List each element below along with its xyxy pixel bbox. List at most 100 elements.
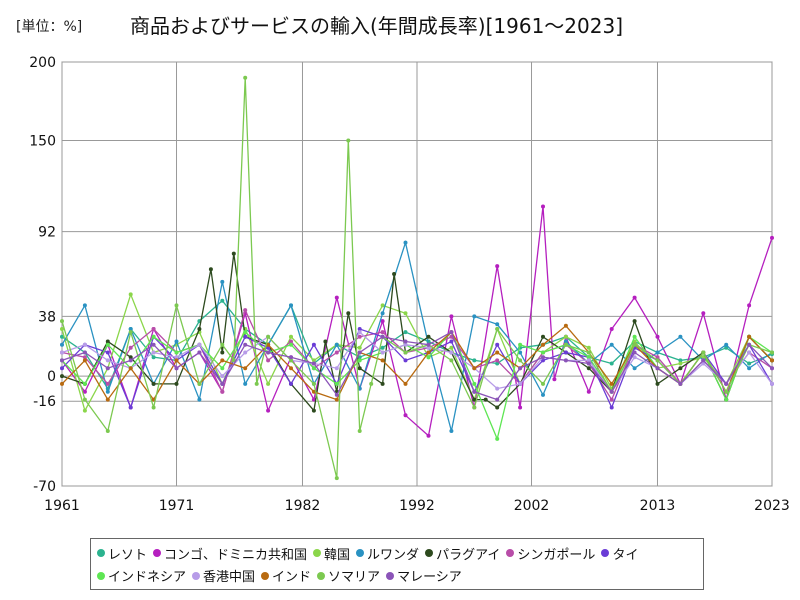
data-point [243, 334, 248, 339]
data-point [724, 381, 729, 386]
data-point [289, 366, 293, 371]
data-point [472, 358, 477, 363]
data-point [403, 339, 408, 344]
legend-swatch [192, 571, 201, 580]
data-point [701, 311, 706, 316]
legend-swatch [97, 549, 105, 557]
y-tick-label: 200 [29, 55, 56, 71]
data-point [678, 366, 683, 371]
data-point [586, 345, 591, 350]
data-point [563, 342, 568, 347]
y-tick-label: -16 [33, 394, 56, 410]
data-point [563, 323, 568, 328]
data-point [495, 436, 500, 441]
data-point [334, 342, 339, 347]
data-point [311, 358, 316, 363]
x-tick-label: 1961 [44, 498, 80, 514]
data-point [105, 358, 110, 363]
data-point [357, 334, 362, 339]
data-point [770, 358, 774, 363]
data-point [609, 327, 614, 331]
legend-item: マレーシア [386, 566, 462, 585]
data-point [289, 355, 293, 360]
legend-label: ルワンダ [367, 547, 420, 563]
data-point [747, 342, 752, 347]
legend-label: ソマリア [328, 570, 381, 585]
data-point [495, 358, 500, 363]
data-point [655, 358, 660, 363]
data-point [174, 355, 179, 360]
series-11 [60, 330, 774, 402]
data-point [586, 355, 591, 360]
data-point [495, 350, 500, 355]
data-point [632, 334, 637, 339]
x-tick-label: 2002 [514, 498, 550, 514]
data-point [392, 272, 397, 276]
legend-swatch [356, 549, 365, 557]
data-point [495, 405, 500, 410]
data-point [655, 366, 660, 371]
data-point [724, 397, 729, 402]
legend-item: パラグアイ [425, 544, 500, 563]
data-point [403, 358, 408, 363]
data-point [151, 350, 156, 355]
data-point [701, 350, 706, 355]
data-point [426, 350, 431, 355]
data-point [541, 381, 545, 386]
legend-item: レソト [97, 544, 147, 563]
y-tick-label: 150 [29, 134, 56, 150]
data-point [174, 358, 179, 363]
y-tick-label: 0 [47, 369, 56, 385]
data-point [243, 308, 248, 313]
data-point [174, 366, 179, 371]
data-point [151, 405, 156, 410]
x-tick-label: 2023 [754, 498, 790, 514]
data-point [380, 345, 385, 350]
data-point [128, 292, 133, 297]
data-point [220, 366, 225, 371]
data-point [403, 240, 408, 245]
data-point [105, 389, 110, 394]
data-point [334, 350, 339, 355]
data-point [243, 342, 248, 347]
data-point [449, 358, 454, 363]
data-point [82, 355, 87, 360]
data-point [609, 342, 614, 347]
data-point [518, 366, 523, 371]
data-point [449, 339, 454, 344]
data-point [563, 358, 568, 363]
data-point [105, 342, 110, 347]
data-point [289, 334, 293, 339]
data-point [518, 381, 523, 386]
data-point [82, 381, 87, 386]
data-point [495, 322, 500, 327]
data-point [632, 350, 637, 355]
data-point [518, 358, 523, 363]
data-point [197, 397, 202, 402]
data-point [541, 350, 545, 355]
data-point [426, 334, 431, 339]
data-point [609, 405, 614, 410]
data-point [197, 381, 202, 386]
data-point [472, 381, 477, 386]
data-point [311, 389, 316, 394]
series-line [61, 253, 773, 413]
data-point [403, 330, 408, 335]
series-line [61, 330, 773, 441]
data-point [334, 397, 339, 402]
data-point [495, 361, 500, 366]
data-point [60, 374, 64, 379]
data-point [266, 345, 271, 350]
data-point [747, 334, 752, 339]
legend-swatch [317, 571, 326, 580]
legend-swatch [601, 549, 610, 557]
data-point [403, 381, 408, 386]
data-point [105, 350, 110, 355]
data-point [357, 330, 362, 335]
data-point [243, 330, 248, 335]
data-point [632, 319, 637, 324]
data-point [701, 361, 706, 366]
x-tick-label: 1982 [285, 498, 321, 514]
series-layer [60, 75, 774, 481]
legend-swatch [153, 549, 162, 557]
